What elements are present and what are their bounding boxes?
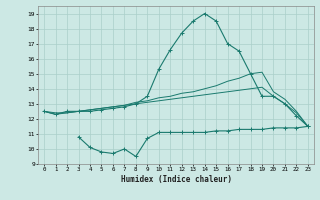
X-axis label: Humidex (Indice chaleur): Humidex (Indice chaleur) [121,175,231,184]
